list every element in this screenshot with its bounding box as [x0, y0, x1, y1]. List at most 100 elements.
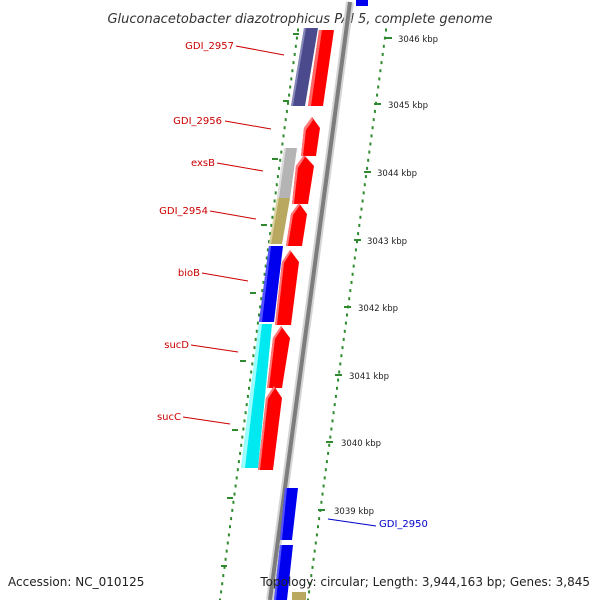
guide-dot: [237, 460, 240, 464]
scale-ticks: 3046 kbp 3045 kbp 3044 kbp 3043 kbp 3042…: [318, 35, 438, 517]
label-GDI_2957[interactable]: GDI_2957: [185, 41, 234, 52]
guide-dot: [270, 223, 273, 227]
guide-dot: [266, 248, 269, 252]
guide-dot: [382, 44, 385, 48]
guide-dot: [221, 582, 224, 586]
inner-ticks: [221, 33, 299, 567]
guide-dot: [283, 126, 286, 130]
gene-exsB[interactable]: [277, 148, 297, 198]
guide-dot: [264, 264, 267, 268]
guide-dot: [360, 207, 363, 211]
tick-label-3040: 3040 kbp: [341, 439, 381, 449]
guide-dot: [245, 403, 248, 407]
gene-forward-3044[interactable]: [292, 155, 314, 204]
guide-dot: [372, 118, 375, 122]
guide-dot: [294, 44, 297, 48]
guide-dot: [315, 533, 318, 537]
guide-dot: [241, 435, 244, 439]
guide-dot: [226, 541, 229, 545]
guide-dot: [250, 370, 253, 374]
guide-dot: [269, 232, 272, 236]
gene-GDI_2956[interactable]: [301, 117, 320, 156]
gene-forward-3041[interactable]: [267, 326, 290, 388]
guide-dot: [325, 460, 328, 464]
guide-dot: [332, 411, 335, 415]
guide-dot: [341, 346, 344, 350]
guide-dot: [288, 93, 291, 97]
label-sucC[interactable]: sucC: [157, 412, 181, 423]
guide-dot: [358, 223, 361, 227]
guide-dot: [328, 443, 331, 447]
guide-dot: [320, 500, 323, 504]
guide-dot: [279, 158, 282, 162]
guide-dot: [370, 134, 373, 138]
label-exsB[interactable]: exsB: [191, 158, 215, 169]
guide-dot: [287, 101, 289, 105]
gene-GDI_2954[interactable]: [269, 198, 290, 244]
gene-forward-3042[interactable]: [275, 250, 299, 325]
guide-dot: [220, 590, 223, 594]
guide-dot: [260, 297, 263, 301]
guide-dot: [244, 411, 247, 415]
dotted-guide-rings: [219, 28, 387, 600]
guide-dot: [243, 419, 246, 423]
label-GDI_2954[interactable]: GDI_2954: [159, 206, 208, 217]
guide-dot: [333, 403, 336, 407]
guide-dot: [381, 52, 384, 56]
guide-dot: [233, 492, 236, 496]
guide-dot: [239, 451, 242, 455]
guide-dot: [321, 492, 324, 496]
gene-bioB[interactable]: [259, 246, 283, 322]
guide-dot: [327, 451, 330, 455]
guide-dot: [242, 427, 245, 431]
guide-dot: [353, 256, 356, 260]
label-sucD[interactable]: sucD: [164, 340, 189, 351]
guide-dot: [329, 435, 332, 439]
guide-dot: [282, 134, 285, 138]
map-title: Gluconacetobacter diazotrophicus PAl 5, …: [107, 12, 492, 27]
guide-dot: [369, 142, 372, 146]
guide-dot: [309, 582, 312, 586]
guide-dot: [356, 240, 358, 244]
guide-dot: [318, 517, 321, 521]
guide-dot: [344, 321, 347, 325]
guide-dot: [385, 28, 387, 32]
guide-dot: [276, 175, 279, 179]
guide-dot: [280, 150, 283, 154]
label-bioB[interactable]: bioB: [178, 268, 200, 279]
accession-text: Accession: NC_010125: [8, 575, 144, 589]
guide-dot: [236, 468, 239, 472]
genome-backbone-core: [268, 1, 352, 600]
gene-GDI_2957[interactable]: [291, 28, 318, 106]
tick-label-3039: 3039 kbp: [334, 507, 374, 517]
guide-dot: [291, 69, 294, 73]
guide-dot: [231, 508, 234, 512]
gene-GDI_2957-partner[interactable]: [308, 30, 334, 106]
label-GDI_2950[interactable]: GDI_2950: [379, 519, 428, 530]
gene-GDI_2950[interactable]: [280, 488, 298, 540]
gene-forward-3043[interactable]: [286, 203, 307, 246]
guide-dot: [292, 61, 295, 65]
label-GDI_2956[interactable]: GDI_2956: [173, 116, 222, 127]
guide-dot: [313, 549, 316, 553]
guide-dot: [293, 52, 296, 56]
guide-dot: [268, 240, 270, 244]
offscreen-gene-fragment: [356, 0, 368, 6]
guide-dot: [361, 199, 364, 203]
guide-dot: [357, 232, 360, 236]
gene-sucD-region[interactable]: [241, 324, 272, 468]
guide-dot: [258, 313, 260, 317]
gene-forward-3040[interactable]: [258, 386, 282, 470]
guide-dot: [354, 248, 357, 252]
gene-lower-blue[interactable]: [274, 545, 293, 600]
guide-dot: [265, 256, 268, 260]
guide-dot: [284, 118, 287, 122]
guide-dot: [367, 158, 370, 162]
guide-dot: [340, 354, 343, 358]
guide-dot: [339, 362, 342, 366]
guide-dot: [311, 565, 314, 569]
guide-dot: [281, 142, 284, 146]
guide-dot: [352, 264, 355, 268]
guide-dot: [343, 329, 346, 333]
